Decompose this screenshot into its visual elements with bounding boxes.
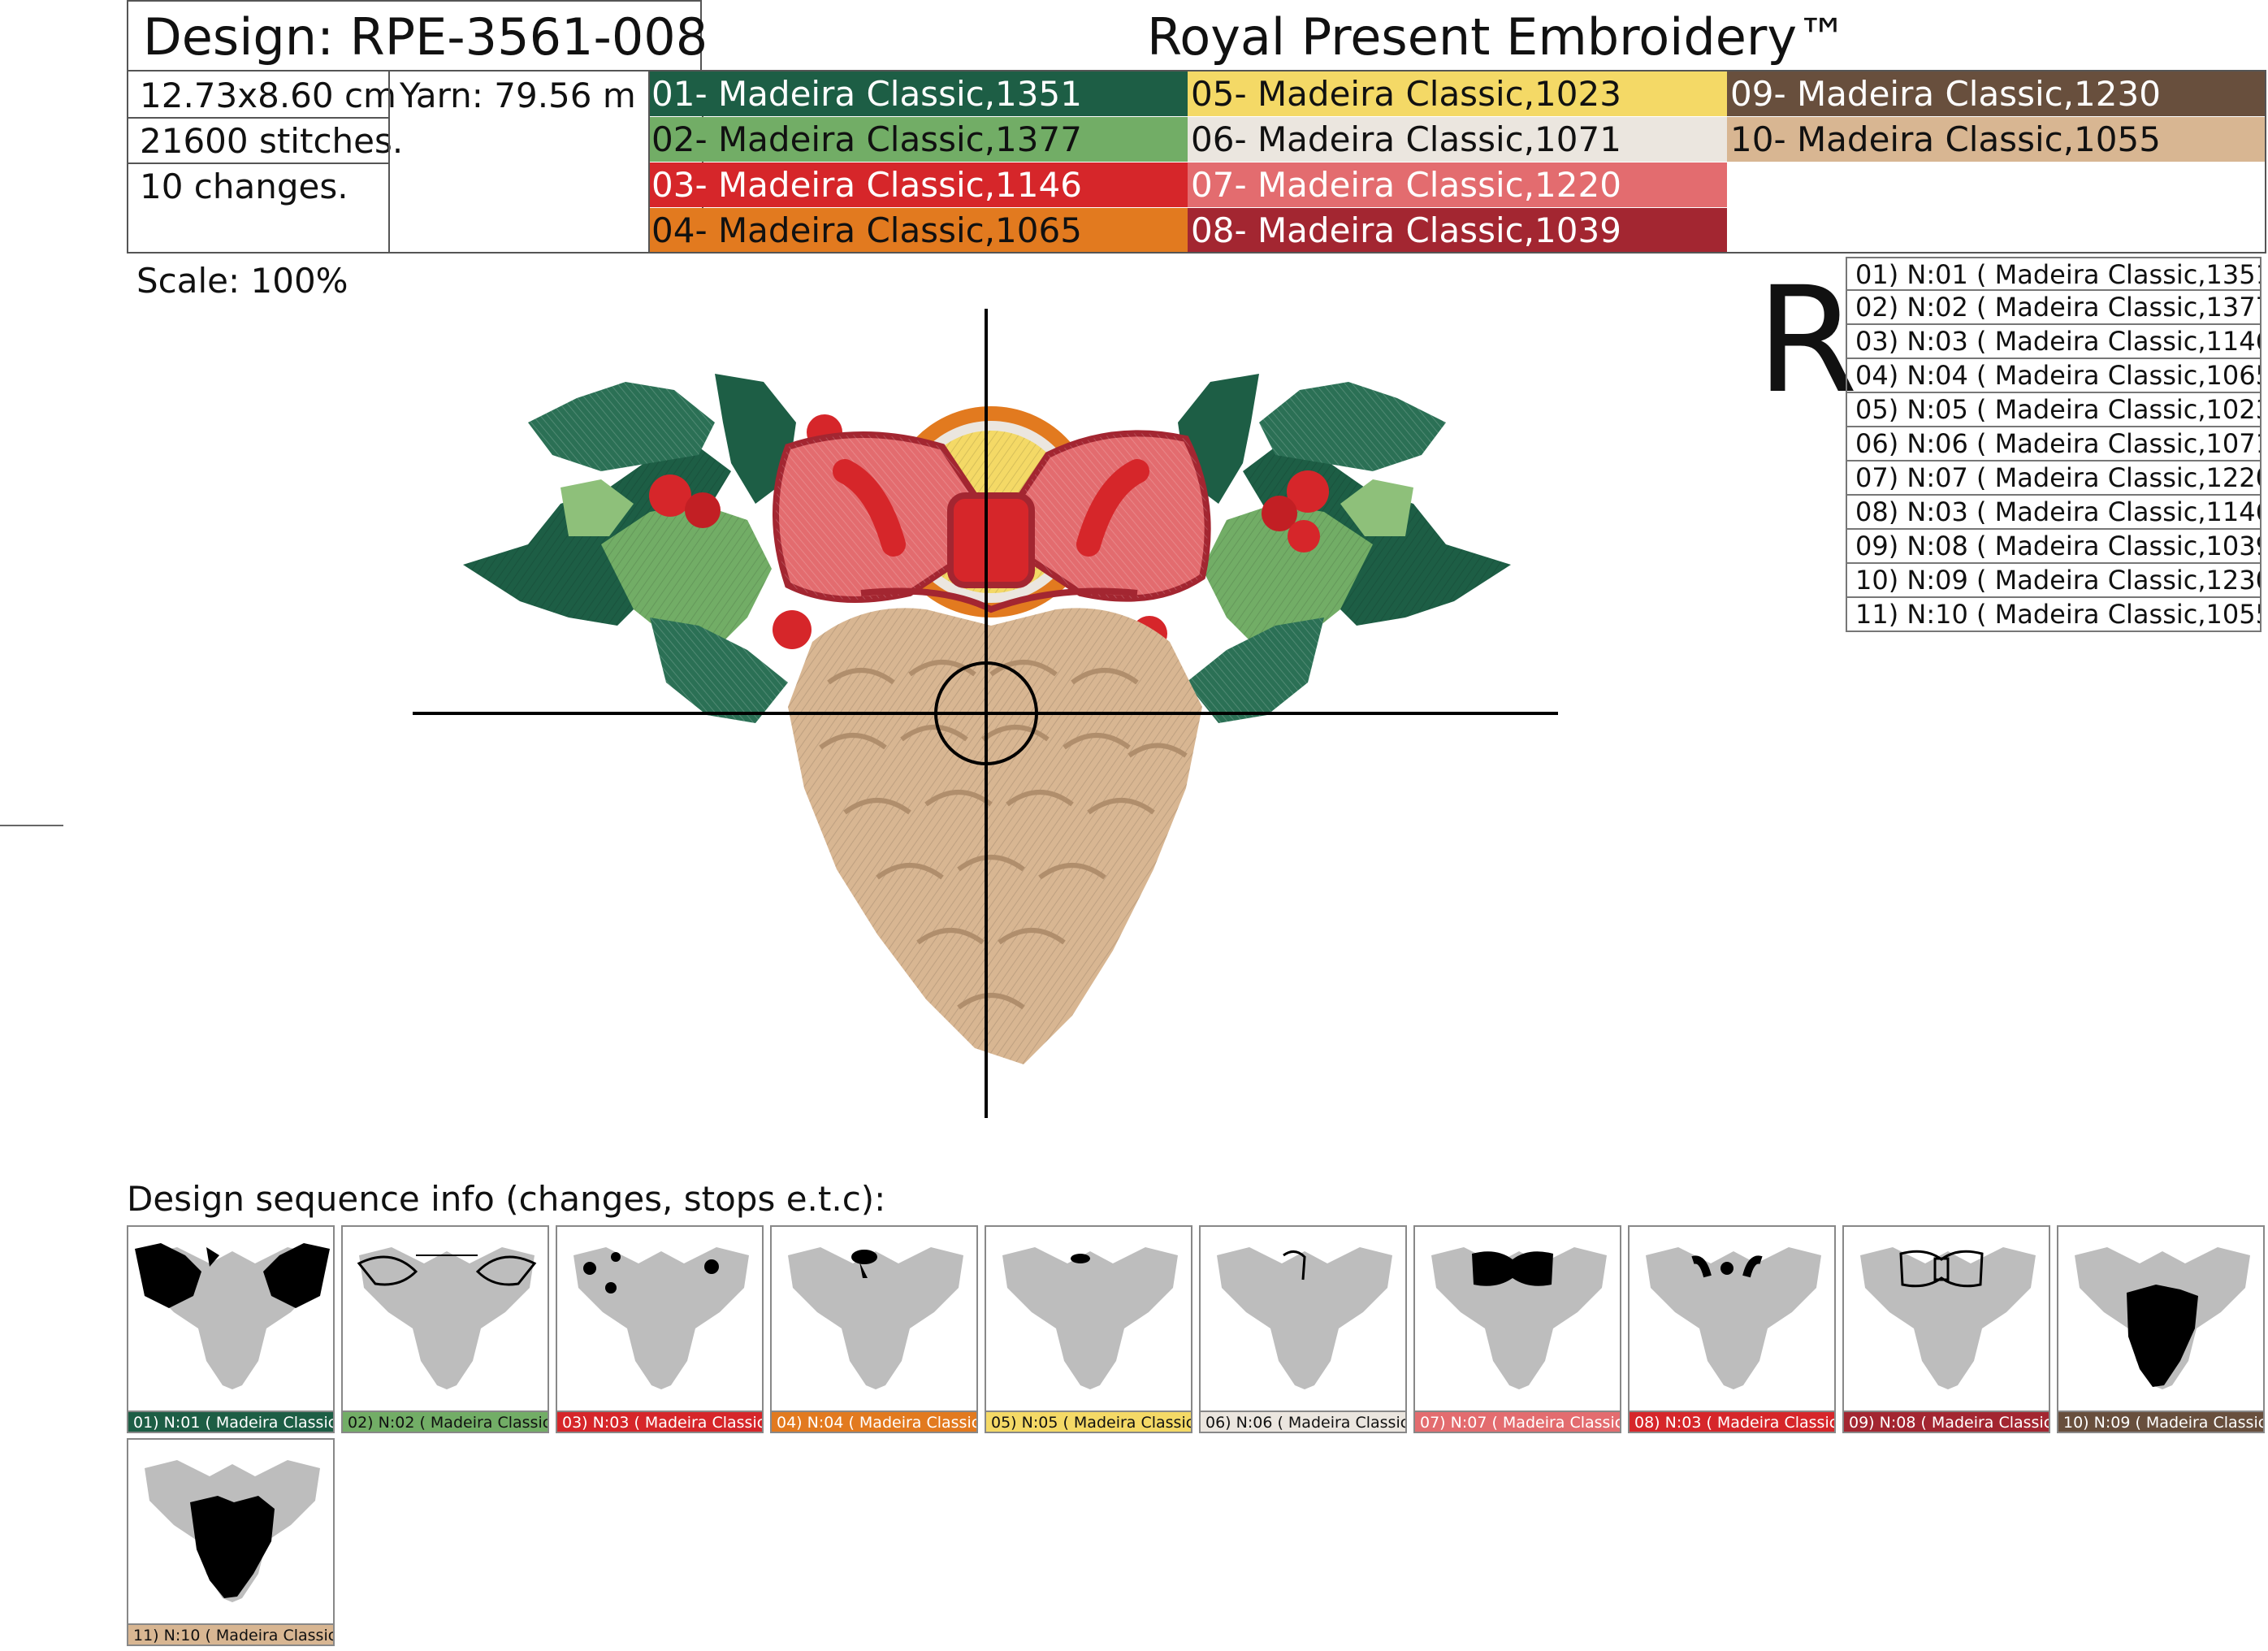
red-bow — [773, 430, 1211, 613]
sequence-step-label: 05) N:05 ( Madeira Classic,1023) — [985, 1412, 1192, 1433]
sequence-step-03: 03) N:03 ( Madeira Classic,1146) — [556, 1225, 764, 1433]
needle-sequence-list: 01) N:01 ( Madeira Classic,1351) 02) N:02… — [1846, 257, 2262, 632]
design-info-grid: 12.73x8.60 cm Yarn: 79.56 m 21600 stitch… — [127, 70, 703, 254]
sequence-step-11: 11) N:10 ( Madeira Classic,1055) — [127, 1438, 335, 1646]
needle-marker: R — [1756, 256, 1859, 426]
color-swatch-08: 08- Madeira Classic,1039 — [1188, 208, 1727, 253]
sequence-step-10: 10) N:09 ( Madeira Classic,1230) — [2057, 1225, 2265, 1433]
brand-title: Royal Present Embroidery™ — [1147, 7, 1848, 67]
sequence-step-label: 09) N:08 ( Madeira Classic,1039) — [1842, 1412, 2050, 1433]
sequence-step-label: 01) N:01 ( Madeira Classic,1351) — [127, 1412, 335, 1433]
sequence-step-07: 07) N:07 ( Madeira Classic,1220) — [1413, 1225, 1621, 1433]
needle-row: 09) N:08 ( Madeira Classic,1039) — [1846, 530, 2262, 564]
stitch-count: 21600 stitches. — [140, 121, 404, 161]
sequence-thumbnail-image — [1431, 1247, 1607, 1389]
sequence-thumbnail — [127, 1225, 335, 1412]
sequence-thumbnail-image — [1860, 1247, 2036, 1389]
color-swatch-03: 03- Madeira Classic,1146 — [648, 162, 1188, 207]
sequence-step-label: 07) N:07 ( Madeira Classic,1220) — [1413, 1412, 1621, 1433]
design-size: 12.73x8.60 cm — [140, 76, 396, 115]
sequence-step-label: 11) N:10 ( Madeira Classic,1055) — [127, 1625, 335, 1646]
color-swatch-09: 09- Madeira Classic,1230 — [1727, 72, 2266, 116]
sequence-step-label: 02) N:02 ( Madeira Classic,1377) — [341, 1412, 549, 1433]
sequence-thumbnail — [1413, 1225, 1621, 1412]
needle-row: 07) N:07 ( Madeira Classic,1220) — [1846, 462, 2262, 496]
needle-row: 04) N:04 ( Madeira Classic,1065) — [1846, 359, 2262, 393]
sequence-step-label: 10) N:09 ( Madeira Classic,1230) — [2057, 1412, 2265, 1433]
holly-leaves-left — [463, 374, 796, 723]
sequence-thumbnail-image — [145, 1460, 320, 1602]
sequence-step-label: 08) N:03 ( Madeira Classic,1146) — [1628, 1412, 1836, 1433]
sequence-step-label: 06) N:06 ( Madeira Classic,1071) — [1199, 1412, 1407, 1433]
sequence-step-08: 08) N:03 ( Madeira Classic,1146) — [1628, 1225, 1836, 1433]
sequence-thumbnail — [985, 1225, 1192, 1412]
sequence-thumbnail — [1199, 1225, 1407, 1412]
sequence-thumbnail-image — [1217, 1247, 1392, 1389]
sequence-thumbnail — [2057, 1225, 2265, 1412]
color-swatch-01: 01- Madeira Classic,1351 — [648, 72, 1188, 116]
needle-row: 01) N:01 ( Madeira Classic,1351) — [1846, 257, 2262, 291]
needle-row: 08) N:03 ( Madeira Classic,1146) — [1846, 496, 2262, 530]
scale-label: Scale: 100% — [136, 261, 348, 301]
holly-leaves-right — [1178, 374, 1511, 723]
sequence-step-04: 04) N:04 ( Madeira Classic,1065) — [770, 1225, 978, 1433]
sequence-step-label: 04) N:04 ( Madeira Classic,1065) — [770, 1412, 978, 1433]
needle-row: 05) N:05 ( Madeira Classic,1023) — [1846, 393, 2262, 427]
color-swatch-07: 07- Madeira Classic,1220 — [1188, 162, 1727, 207]
sequence-thumbnail-image — [1002, 1247, 1178, 1389]
center-crosshair — [413, 309, 1558, 1118]
ruler-tick — [0, 825, 63, 826]
sequence-thumbnail-image — [1646, 1247, 1821, 1389]
needle-row: 11) N:10 ( Madeira Classic,1055) — [1846, 598, 2262, 632]
color-swatch-04: 04- Madeira Classic,1065 — [648, 208, 1188, 253]
sequence-thumbnail-image — [2075, 1247, 2250, 1389]
needle-row: 02) N:02 ( Madeira Classic,1377) — [1846, 291, 2262, 325]
embroidery-design-preview — [413, 309, 1558, 1118]
sequence-step-06: 06) N:06 ( Madeira Classic,1071) — [1199, 1225, 1407, 1433]
sequence-step-05: 05) N:05 ( Madeira Classic,1023) — [985, 1225, 1192, 1433]
sequence-thumbnail — [1628, 1225, 1836, 1412]
sequence-thumbnail — [127, 1438, 335, 1625]
thread-color-legend: 01- Madeira Classic,1351 02- Madeira Clas… — [648, 70, 2266, 254]
sequence-title: Design sequence info (changes, stops e.t… — [127, 1179, 886, 1219]
pine-cone — [788, 608, 1202, 1064]
color-swatch-05: 05- Madeira Classic,1023 — [1188, 72, 1727, 116]
needle-row: 10) N:09 ( Madeira Classic,1230) — [1846, 564, 2262, 598]
sequence-thumbnail-image — [788, 1247, 963, 1389]
sequence-thumbnail — [770, 1225, 978, 1412]
sequence-thumbnail — [341, 1225, 549, 1412]
sequence-thumbnail-image — [573, 1247, 749, 1389]
sequence-thumbnail-image — [135, 1243, 330, 1389]
yarn-length: Yarn: 79.56 m — [400, 76, 636, 115]
sequence-step-01: 01) N:01 ( Madeira Classic,1351) — [127, 1225, 335, 1433]
needle-row: 03) N:03 ( Madeira Classic,1146) — [1846, 325, 2262, 359]
color-swatch-02: 02- Madeira Classic,1377 — [648, 117, 1188, 162]
sequence-thumbnail — [1842, 1225, 2050, 1412]
sequence-step-09: 09) N:08 ( Madeira Classic,1039) — [1842, 1225, 2050, 1433]
sequence-thumbnail-image — [357, 1247, 537, 1389]
color-swatch-10: 10- Madeira Classic,1055 — [1727, 117, 2266, 162]
sequence-thumbnail — [556, 1225, 764, 1412]
color-swatch-06: 06- Madeira Classic,1071 — [1188, 117, 1727, 162]
sequence-step-02: 02) N:02 ( Madeira Classic,1377) — [341, 1225, 549, 1433]
needle-row: 06) N:06 ( Madeira Classic,1071) — [1846, 427, 2262, 462]
design-title: Design: RPE-3561-008 — [143, 7, 708, 67]
color-changes: 10 changes. — [140, 167, 348, 206]
sequence-step-label: 03) N:03 ( Madeira Classic,1146) — [556, 1412, 764, 1433]
